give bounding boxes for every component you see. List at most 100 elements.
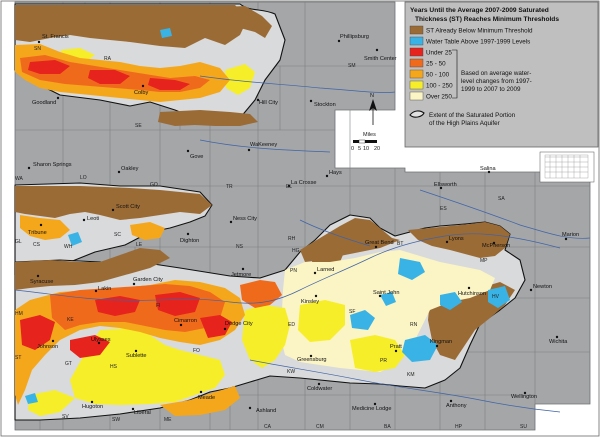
county-code: GL <box>15 239 22 245</box>
county-code: WA <box>15 176 24 182</box>
legend-label: Water Table Above 1997-1999 Levels <box>426 39 530 46</box>
county-code: KW <box>287 369 295 375</box>
town-la-crosse: La Crosse <box>291 180 317 186</box>
county-code: HP <box>455 424 463 430</box>
county-code: HM <box>15 311 23 317</box>
town-smith-center: Smith Center <box>364 56 397 62</box>
town-lakin: Lakin <box>98 286 111 292</box>
county-code: MP <box>480 258 488 264</box>
town-phillipsburg: Phillipsburg <box>340 34 369 40</box>
legend: Years Until the Average 2007-2009 Satura… <box>404 1 599 183</box>
town-wichita: Wichita <box>549 339 568 345</box>
town-ulysses: Ulysses <box>91 337 111 343</box>
town-hugoton: Hugoton <box>82 404 103 410</box>
legend-label: 100 - 250 <box>426 83 453 90</box>
county-code: ED <box>288 322 295 328</box>
county-code: SW <box>112 417 120 423</box>
town-larned: Larned <box>317 267 334 273</box>
county-code: BA <box>384 424 391 430</box>
town-cimarron: Cimarron <box>174 318 197 324</box>
scale-title: Miles <box>363 132 376 138</box>
county-code: RN <box>410 322 418 328</box>
town-scott-city: Scott City <box>116 204 140 210</box>
county-code: SA <box>498 196 505 202</box>
town-liberal: Liberal <box>134 410 151 416</box>
swatch-below-threshold <box>409 25 424 35</box>
county-code: LE <box>136 242 143 248</box>
town-st-john: Saint John <box>373 290 399 296</box>
county-code: KM <box>407 372 415 378</box>
legend-bracket <box>452 49 458 99</box>
town-colby: Colby <box>134 90 149 96</box>
legend-label: Over 250 <box>426 94 452 101</box>
zone-over-250 <box>280 250 495 372</box>
town-sublette: Sublette <box>126 353 147 359</box>
town-wakeeney: WaKeeney <box>250 142 277 148</box>
legend-note-line2: level changes from 1997- <box>461 78 532 85</box>
county-code: HG <box>292 248 300 254</box>
county-code: SU <box>520 424 527 430</box>
county-code: ME <box>164 417 172 423</box>
legend-note-line1: Based on average water- <box>461 70 531 77</box>
inset-locator <box>539 151 595 183</box>
town-ness-city: Ness City <box>233 216 257 222</box>
scale-tick: 5 <box>358 146 361 152</box>
swatch-over-250 <box>409 91 424 101</box>
town-jetmore: Jetmore <box>231 272 251 278</box>
town-ashland: Ashland <box>256 408 276 414</box>
swatch-under-25 <box>409 47 424 57</box>
legend-label: Under 25 <box>426 50 452 57</box>
county-code: PR <box>380 358 387 364</box>
zone-under-25 <box>20 60 232 358</box>
town-kinsley: Kinsley <box>301 299 319 305</box>
legend-panel <box>404 1 599 148</box>
swatch-25-50 <box>409 58 424 68</box>
county-code: FI <box>156 303 160 309</box>
town-wellington: Wellington <box>511 394 537 400</box>
town-meade: Meade <box>198 395 215 401</box>
town-markers <box>27 39 568 411</box>
county-code: SC <box>114 232 121 238</box>
town-kingman: Kingman <box>430 339 452 345</box>
county-code: PN <box>290 268 297 274</box>
swatch-extent <box>409 110 425 118</box>
county-code: SF <box>349 309 355 315</box>
county-code: GT <box>65 361 72 367</box>
county-code: CM <box>316 424 324 430</box>
town-newton: Newton <box>533 284 552 290</box>
town-medicine-lodge: Medicine Lodge <box>352 406 392 412</box>
town-hutchinson: Hutchinson <box>458 291 486 297</box>
town-lyons: Lyons <box>449 236 464 242</box>
legend-label: ST Already Below Minimum Threshold <box>426 28 533 35</box>
county-code: ES <box>440 206 447 212</box>
scale-tick: 0 <box>351 146 354 152</box>
county-code: ST <box>15 355 21 361</box>
county-code: TR <box>226 184 233 190</box>
county-code: BT <box>397 241 403 247</box>
scale-tick: 20 <box>374 146 380 152</box>
town-leoti: Leoti <box>87 216 99 222</box>
town-hill-city: Hill City <box>259 100 278 106</box>
town-marion: Marion <box>562 232 579 238</box>
county-code: SM <box>348 63 356 69</box>
county-code: HS <box>110 364 118 370</box>
county-code: EL <box>286 184 292 190</box>
town-ellsworth: Ellsworth <box>434 182 457 188</box>
town-gove: Gove <box>190 154 203 160</box>
legend-label: 25 - 50 <box>426 61 446 68</box>
legend-title-line2: Thickness (ST) Reaches Minimum Threshold… <box>415 16 559 23</box>
county-code: NS <box>236 244 244 250</box>
scale-tick: 10 <box>363 146 369 152</box>
county-code: SV <box>62 414 69 420</box>
scale-bar: Miles 0 5 10 20 <box>351 132 380 152</box>
county-code: SE <box>135 123 142 129</box>
county-code: CA <box>264 424 272 430</box>
town-great-bend: Great Bend <box>365 240 394 246</box>
town-dodge-city: Dodge City <box>225 321 253 327</box>
county-code: LO <box>80 175 87 181</box>
zone-100-250 <box>28 48 405 416</box>
town-goodland: Goodland <box>32 100 56 106</box>
town-st-francis: St. Francis <box>42 34 69 40</box>
